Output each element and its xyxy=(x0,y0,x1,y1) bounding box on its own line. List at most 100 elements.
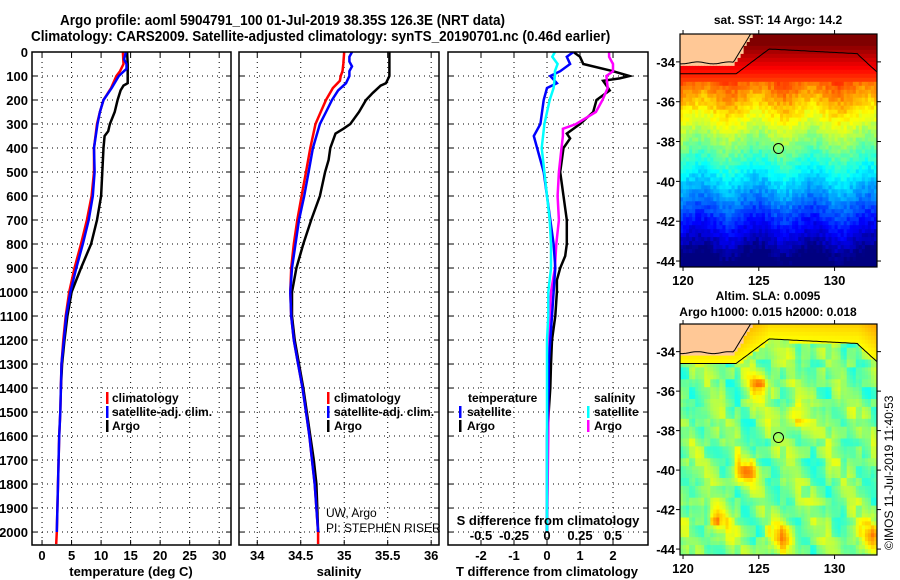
data-cell xyxy=(764,77,769,83)
data-cell xyxy=(783,113,787,119)
data-cell xyxy=(798,237,802,242)
data-cell xyxy=(752,331,757,337)
data-cell xyxy=(731,141,736,147)
data-cell xyxy=(722,237,727,242)
data-cell xyxy=(813,38,818,43)
data-cell xyxy=(801,81,805,87)
data-cell xyxy=(774,181,778,186)
data-cell xyxy=(737,161,742,167)
data-cell xyxy=(749,105,754,111)
data-cell xyxy=(858,253,863,258)
land-cell xyxy=(728,324,733,329)
data-cell xyxy=(807,137,811,143)
data-cell xyxy=(761,65,766,71)
data-cell xyxy=(744,269,748,274)
data-cell xyxy=(855,229,860,234)
data-cell xyxy=(707,249,711,254)
data-cell xyxy=(780,189,784,194)
data-cell xyxy=(804,42,808,47)
data-cell xyxy=(807,241,811,246)
data-cell xyxy=(825,229,830,234)
data-cell xyxy=(692,89,696,95)
data-cell xyxy=(764,181,769,186)
data-cell xyxy=(807,101,811,107)
data-cell xyxy=(758,42,763,47)
data-cell xyxy=(837,153,842,159)
land-cell xyxy=(689,335,693,341)
data-cell xyxy=(880,185,884,190)
data-cell xyxy=(777,49,781,55)
data-cell xyxy=(764,185,769,190)
data-cell xyxy=(846,42,851,47)
land-cell xyxy=(716,339,721,345)
data-cell xyxy=(755,42,760,47)
data-cell xyxy=(816,225,821,230)
data-cell xyxy=(758,261,763,266)
data-cell xyxy=(752,73,757,79)
data-cell xyxy=(804,141,808,147)
data-cell xyxy=(740,347,745,353)
data-cell xyxy=(840,189,845,194)
data-cell xyxy=(880,356,884,361)
data-cell xyxy=(837,201,842,206)
data-cell xyxy=(861,93,866,99)
data-cell xyxy=(764,225,769,230)
land-cell xyxy=(722,327,727,333)
data-cell xyxy=(764,109,769,115)
data-cell xyxy=(780,229,784,234)
data-cell xyxy=(813,327,818,333)
data-cell xyxy=(737,105,742,111)
data-cell xyxy=(758,233,763,238)
data-cell xyxy=(855,185,860,190)
data-cell xyxy=(858,149,863,155)
data-cell xyxy=(695,209,699,214)
land-cell xyxy=(731,335,736,341)
data-cell xyxy=(758,209,763,214)
data-cell xyxy=(807,89,811,95)
data-cell xyxy=(810,117,814,123)
data-cell xyxy=(861,339,866,345)
data-cell xyxy=(804,221,808,226)
data-cell xyxy=(767,149,772,155)
data-cell xyxy=(870,181,875,186)
data-cell xyxy=(722,217,727,222)
data-cell xyxy=(807,161,811,167)
data-cell xyxy=(798,93,802,99)
data-cell xyxy=(831,137,836,143)
data-cell xyxy=(801,269,805,274)
data-cell xyxy=(752,327,757,333)
depth-tick-label: 1300 xyxy=(0,357,28,372)
data-cell xyxy=(707,193,711,198)
data-cell xyxy=(843,141,848,147)
data-cell xyxy=(698,213,702,218)
data-cell xyxy=(746,89,751,95)
data-cell xyxy=(801,109,805,115)
data-cell xyxy=(807,149,811,155)
data-cell xyxy=(804,161,808,167)
data-cell xyxy=(798,201,802,206)
data-cell xyxy=(755,331,760,337)
data-cell xyxy=(807,53,811,59)
land-cell xyxy=(725,53,730,59)
data-cell xyxy=(828,61,833,67)
data-cell xyxy=(810,93,814,99)
data-cell xyxy=(680,221,684,226)
data-cell xyxy=(864,351,869,357)
data-cell xyxy=(852,85,857,91)
data-cell xyxy=(816,85,821,91)
data-cell xyxy=(795,109,799,115)
data-cell xyxy=(783,53,787,59)
data-cell xyxy=(849,34,854,39)
data-cell xyxy=(698,73,702,79)
data-cell xyxy=(683,209,687,214)
data-cell xyxy=(692,117,696,123)
data-cell xyxy=(767,253,772,258)
data-cell xyxy=(798,81,802,87)
data-cell xyxy=(722,133,727,139)
land-cell xyxy=(722,324,727,329)
data-cell xyxy=(825,34,830,39)
temperature-panel: 0100200300400500600700800900100011001200… xyxy=(0,45,232,579)
data-cell xyxy=(725,189,730,194)
data-cell xyxy=(786,265,790,267)
data-cell xyxy=(858,34,863,39)
